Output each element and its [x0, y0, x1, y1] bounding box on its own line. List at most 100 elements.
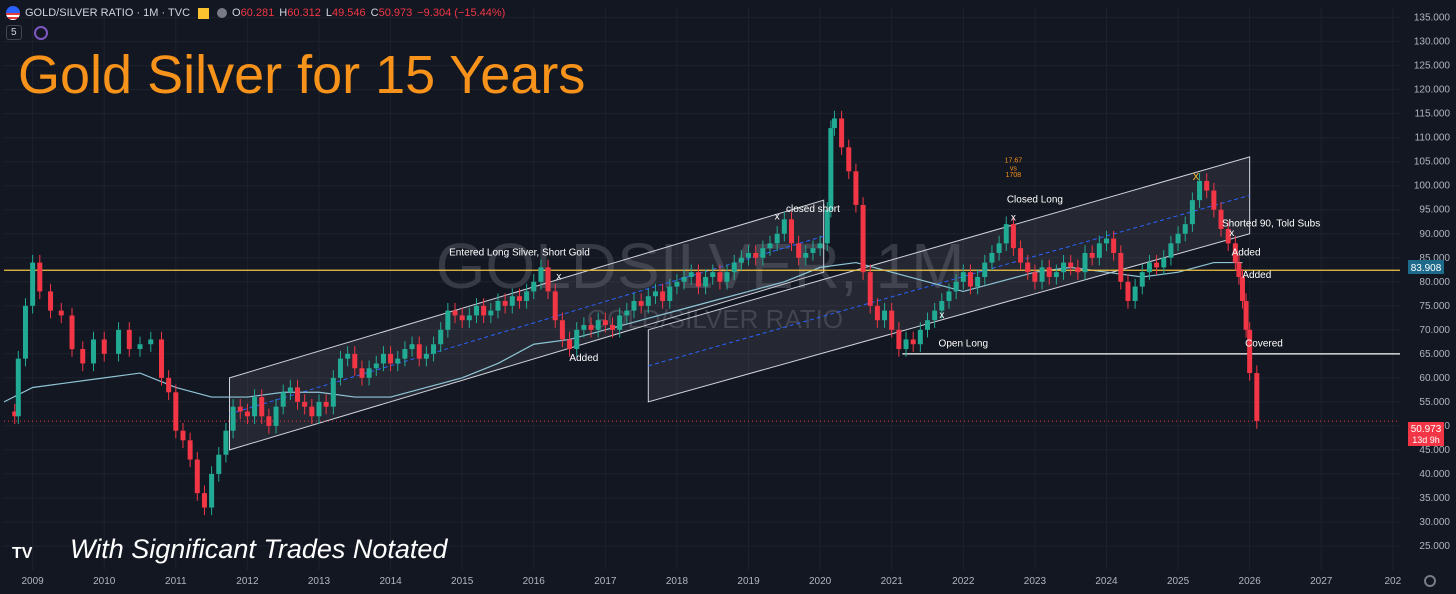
candle-body [932, 310, 938, 321]
annotation-label: Added [1232, 247, 1261, 258]
parallel-channels[interactable] [229, 156, 1251, 451]
horizontal-levels[interactable] [4, 269, 1400, 422]
symbol-header: GOLD/SILVER RATIO · 1M · TVC O 60.281 H 60… [6, 4, 510, 22]
candle-body [309, 406, 315, 417]
candle-body [1046, 267, 1052, 277]
candle-body [80, 349, 86, 364]
watermark-sub: GOLD/SILVER RATIO [587, 304, 843, 334]
candle-body [373, 363, 379, 369]
candle-body [1096, 243, 1102, 258]
candle-body [975, 276, 981, 287]
candle-body [69, 315, 75, 350]
candle-body [1039, 267, 1045, 282]
candle-body [1075, 267, 1081, 273]
candle-body [473, 305, 479, 316]
candle-body [1139, 272, 1145, 287]
annotation-label: Open Long [939, 339, 989, 350]
x-tick-label: 2027 [1310, 576, 1333, 587]
candle-body [287, 387, 293, 393]
candle-body [953, 281, 959, 292]
candle-body [402, 349, 408, 359]
x-tick-label: 2023 [1024, 576, 1047, 587]
candle-body [531, 281, 537, 292]
y-tick-label: 130.000 [1414, 37, 1451, 48]
grid [4, 8, 1400, 570]
candle-body [395, 358, 401, 364]
indicator-count-chip[interactable]: 5 [6, 25, 22, 40]
x-tick-label: 2024 [1095, 576, 1118, 587]
settings-gear-icon[interactable] [1424, 575, 1436, 587]
time-scale-labels: 2009 2010 2011 2012 2013 2014 2015 2016 2017 2018… [22, 576, 1402, 587]
low-label: L [325, 7, 332, 19]
candle-body [1010, 224, 1016, 249]
candle-body [731, 262, 737, 273]
x-tick-label: 2022 [952, 576, 975, 587]
price-tags: 83.908 50.973 13d 9h [1408, 260, 1444, 446]
tradingview-logo[interactable]: TV [12, 545, 33, 562]
candle-body [839, 118, 845, 148]
candle-body [466, 315, 472, 321]
candle-body [488, 310, 494, 316]
annotation-label: Added [1242, 270, 1271, 281]
last-price-tag-text: 50.973 [1411, 424, 1442, 435]
candle-body [674, 281, 680, 287]
y-tick-label: 85.000 [1419, 253, 1450, 264]
annotation-label: Closed Long [1007, 195, 1063, 206]
candle-body [960, 272, 966, 282]
candle-body [1197, 180, 1203, 201]
time-axis[interactable] [0, 570, 1456, 594]
candle-body [581, 325, 587, 330]
candle-body [1061, 262, 1067, 273]
high-value: 60.312 [287, 7, 321, 19]
candle-body [194, 459, 200, 494]
y-tick-label: 110.000 [1415, 133, 1451, 144]
candle-body [1204, 180, 1210, 191]
candle-body [1254, 373, 1260, 422]
candle-body [803, 252, 809, 258]
candle-body [903, 339, 909, 350]
candle-body [345, 353, 351, 359]
candle-body [116, 329, 122, 354]
candle-body [216, 454, 222, 474]
y-tick-label: 25.000 [1419, 541, 1450, 552]
candle-body [610, 325, 616, 330]
x-tick-label: 2013 [308, 576, 331, 587]
candle-body [1211, 190, 1217, 210]
y-tick-label: 45.000 [1419, 445, 1450, 456]
candle-body [481, 305, 487, 316]
candle-body [388, 353, 394, 364]
candle-body [1218, 209, 1224, 229]
y-tick-label: 135.000 [1414, 13, 1451, 24]
y-tick-label: 90.000 [1419, 229, 1450, 240]
us-flag-icon [6, 6, 20, 20]
candle-body [738, 257, 744, 263]
y-tick-label: 95.000 [1419, 205, 1450, 216]
candle-body [925, 320, 931, 330]
candle-body [237, 406, 243, 412]
y-tick-label: 120.000 [1414, 85, 1451, 96]
x-tick-label: 2016 [523, 576, 546, 587]
candle-body [982, 262, 988, 277]
price-axis[interactable] [1402, 0, 1456, 594]
candle-body [552, 291, 558, 321]
candle-body [781, 219, 787, 234]
candle-body [180, 430, 186, 441]
candle-body [1247, 329, 1253, 374]
candle-body [158, 339, 164, 378]
candle-body [882, 310, 888, 321]
candle-body [1161, 257, 1167, 268]
symbol-title[interactable]: GOLD/SILVER RATIO · 1M · TVC [25, 7, 191, 19]
flag-bookmark-icon[interactable] [198, 7, 210, 19]
chart-subtitle: With Significant Trades Notated [70, 534, 448, 564]
candle-body [796, 243, 802, 258]
candle-body [1082, 252, 1088, 273]
candle-body [316, 401, 322, 417]
y-tick-label: 80.000 [1419, 277, 1450, 288]
x-tick-label: 2026 [1239, 576, 1262, 587]
candle-body [1154, 262, 1160, 268]
y-tick-label: 65.000 [1419, 349, 1450, 360]
candle-body [452, 310, 458, 316]
candle-body [1225, 228, 1231, 244]
candle-body [524, 291, 530, 302]
